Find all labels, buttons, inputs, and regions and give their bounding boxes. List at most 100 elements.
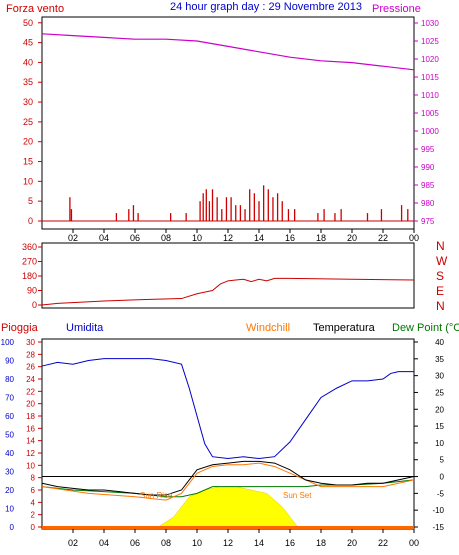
legend-windchill: Windchill bbox=[246, 322, 290, 334]
temp-tick-label: 35 bbox=[435, 355, 444, 364]
time-tick-label: 06 bbox=[130, 538, 140, 548]
humidity-line bbox=[41, 358, 414, 460]
direction-tick-label: 90 bbox=[27, 286, 37, 296]
rain-tick-label: 26 bbox=[26, 363, 35, 372]
compass-label: S bbox=[436, 269, 444, 283]
temp-tick-label: 40 bbox=[435, 338, 444, 347]
chart-title: 24 hour graph day : 29 Novembre 2013 bbox=[170, 1, 362, 13]
rain-tick-label: 4 bbox=[31, 498, 36, 507]
legend-rain: Pioggia bbox=[1, 322, 39, 334]
temp-tick-label: -15 bbox=[432, 523, 444, 532]
pressure-tick-label: 995 bbox=[421, 145, 435, 154]
time-tick-label: 10 bbox=[192, 538, 202, 548]
humidity-tick-label: 100 bbox=[1, 338, 15, 347]
time-tick-label: 20 bbox=[347, 233, 357, 243]
temp-tick-label: 30 bbox=[435, 372, 444, 381]
time-tick-label: 04 bbox=[99, 233, 109, 243]
legend-temperature: Temperatura bbox=[313, 322, 376, 334]
time-tick-label: 02 bbox=[68, 538, 78, 548]
wind-tick-label: 40 bbox=[23, 57, 33, 67]
time-tick-label: 14 bbox=[254, 233, 264, 243]
temp-tick-label: -5 bbox=[437, 489, 445, 498]
wind-tick-label: 5 bbox=[28, 196, 33, 206]
humidity-tick-label: 80 bbox=[5, 375, 14, 384]
time-tick-label: 12 bbox=[223, 233, 233, 243]
rain-bar bbox=[42, 526, 414, 529]
wind-tick-label: 50 bbox=[23, 18, 33, 28]
rain-tick-label: 24 bbox=[26, 375, 35, 384]
wind-label: Forza vento bbox=[6, 3, 64, 15]
windchill-line bbox=[41, 462, 415, 501]
legend-dewpoint: Dew Point (°C bbox=[392, 322, 459, 334]
humidity-tick-label: 0 bbox=[10, 523, 15, 532]
pressure-tick-label: 1005 bbox=[421, 109, 439, 118]
time-tick-label: 20 bbox=[347, 538, 357, 548]
pressure-tick-label: 1020 bbox=[421, 55, 439, 64]
pressure-tick-label: 980 bbox=[421, 199, 435, 208]
wind-tick-label: 15 bbox=[23, 157, 33, 167]
rain-tick-label: 18 bbox=[26, 412, 35, 421]
time-tick-label: 22 bbox=[378, 538, 388, 548]
sunrise-label: Sun Rise bbox=[140, 491, 173, 500]
temp-tick-label: 5 bbox=[440, 456, 445, 465]
pressure-tick-label: 975 bbox=[421, 217, 435, 226]
pressure-tick-label: 1010 bbox=[421, 91, 439, 100]
humidity-tick-label: 20 bbox=[5, 486, 14, 495]
temperature-line bbox=[41, 460, 415, 496]
rain-tick-label: 10 bbox=[26, 461, 35, 470]
humidity-tick-label: 70 bbox=[5, 394, 14, 403]
humidity-tick-label: 90 bbox=[5, 357, 14, 366]
rain-tick-label: 16 bbox=[26, 424, 35, 433]
humidity-tick-label: 60 bbox=[5, 412, 14, 421]
pressure-tick-label: 985 bbox=[421, 181, 435, 190]
rain-tick-label: 8 bbox=[31, 474, 36, 483]
temp-tick-label: 20 bbox=[435, 405, 444, 414]
rain-tick-label: 28 bbox=[26, 350, 35, 359]
pressure-tick-label: 1015 bbox=[421, 73, 439, 82]
time-tick-label: 04 bbox=[99, 538, 109, 548]
time-tick-label: 16 bbox=[285, 233, 295, 243]
compass-label: N bbox=[436, 299, 445, 313]
time-tick-label: 18 bbox=[316, 233, 326, 243]
temp-tick-label: 10 bbox=[435, 439, 444, 448]
time-tick-label: 12 bbox=[223, 538, 233, 548]
rain-tick-label: 20 bbox=[26, 400, 35, 409]
humidity-tick-label: 10 bbox=[5, 505, 14, 514]
time-tick-label: 02 bbox=[68, 233, 78, 243]
wind-tick-label: 25 bbox=[23, 117, 33, 127]
humidity-tick-label: 30 bbox=[5, 468, 14, 477]
pressure-tick-label: 990 bbox=[421, 163, 435, 172]
pressure-tick-label: 1030 bbox=[421, 19, 439, 28]
temp-tick-label: 0 bbox=[440, 473, 445, 482]
rain-tick-label: 30 bbox=[26, 338, 35, 347]
rain-tick-label: 0 bbox=[31, 523, 36, 532]
wind-tick-label: 10 bbox=[23, 176, 33, 186]
direction-tick-label: 360 bbox=[22, 242, 37, 252]
rain-tick-label: 12 bbox=[26, 449, 35, 458]
temp-tick-label: 25 bbox=[435, 388, 444, 397]
sunset-label: Sun Set bbox=[283, 491, 312, 500]
time-tick-label: 18 bbox=[316, 538, 326, 548]
time-tick-label: 22 bbox=[378, 233, 388, 243]
rain-tick-label: 14 bbox=[26, 437, 35, 446]
time-tick-label: 08 bbox=[161, 233, 171, 243]
time-tick-label: 00 bbox=[409, 538, 419, 548]
compass-label: W bbox=[436, 254, 448, 268]
pressure-tick-label: 1025 bbox=[421, 37, 439, 46]
rain-tick-label: 6 bbox=[31, 486, 36, 495]
pressure-line bbox=[41, 33, 415, 71]
pressure-tick-label: 1000 bbox=[421, 127, 439, 136]
wind-tick-label: 35 bbox=[23, 77, 33, 87]
compass-label: N bbox=[436, 239, 445, 253]
legend-humidity: Umidita bbox=[66, 322, 104, 334]
direction-tick-label: 0 bbox=[32, 300, 37, 310]
compass-label: E bbox=[436, 284, 444, 298]
temp-tick-label: 15 bbox=[435, 422, 444, 431]
wind-direction-panel bbox=[41, 242, 415, 309]
temp-tick-label: -10 bbox=[432, 506, 444, 515]
rain-tick-label: 2 bbox=[31, 511, 36, 520]
rain-tick-label: 22 bbox=[26, 387, 35, 396]
time-tick-label: 00 bbox=[409, 233, 419, 243]
